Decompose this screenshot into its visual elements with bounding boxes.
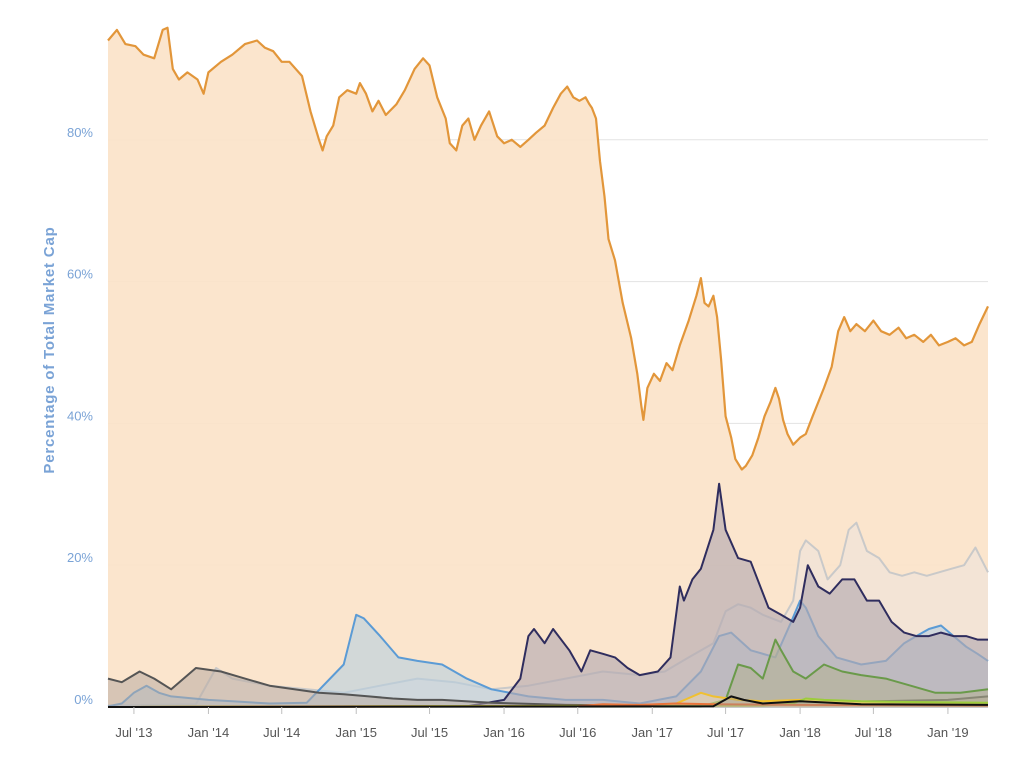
x-tick-label: Jul '16 [559, 725, 596, 740]
x-tick-label: Jul '15 [411, 725, 448, 740]
series-1-line [107, 26, 989, 471]
series-5-area [108, 668, 988, 707]
series-4-line [107, 482, 988, 708]
series-1-area [108, 27, 988, 708]
y-tick-label: 0% [74, 692, 93, 707]
series-6-line [107, 638, 989, 708]
x-tick-label: Jan '14 [188, 725, 230, 740]
series-9-area [108, 703, 988, 707]
y-tick-label: 80% [67, 125, 93, 140]
series-areas [107, 26, 989, 708]
series-6-area [108, 639, 988, 707]
x-tick-label: Jul '13 [115, 725, 152, 740]
x-tick-label: Jul '17 [707, 725, 744, 740]
x-axis-ticks: Jul '13 Jan '14 Jul '14 Jan '15 Jul '15 Jan '… [115, 707, 969, 740]
y-axis-label: Percentage of Total Market Cap [41, 226, 58, 473]
y-tick-label: 40% [67, 408, 93, 423]
x-tick-label: Jul '18 [855, 725, 892, 740]
y-tick-label: 60% [67, 267, 93, 282]
x-tick-label: Jan '19 [927, 725, 969, 740]
series-10-line [107, 695, 989, 708]
series-10-area [108, 696, 988, 707]
x-tick-label: Jan '17 [632, 725, 674, 740]
x-tick-label: Jan '18 [779, 725, 821, 740]
x-tick-label: Jan '16 [483, 725, 525, 740]
y-axis-ticks: 0% 20% 40% 60% 80% [67, 125, 93, 707]
y-tick-label: 20% [67, 550, 93, 565]
series-4-area [108, 483, 988, 707]
x-tick-label: Jul '14 [263, 725, 300, 740]
x-tick-label: Jan '15 [335, 725, 377, 740]
